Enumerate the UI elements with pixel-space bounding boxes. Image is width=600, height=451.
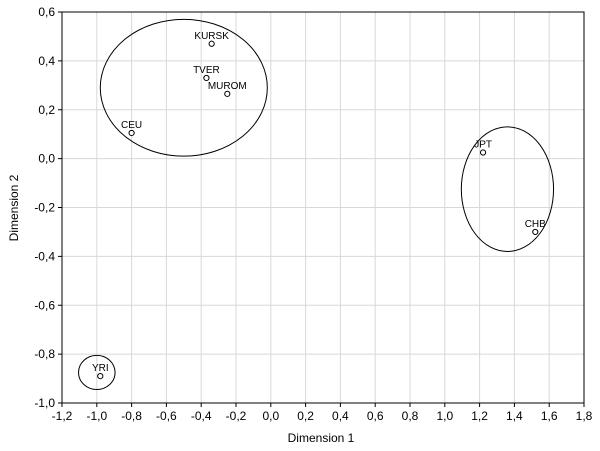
data-point-tver: TVER: [193, 65, 220, 82]
point-marker: [128, 129, 135, 137]
point-marker: [532, 228, 539, 236]
point-label: CEU: [121, 120, 142, 131]
x-tick-label: -1,0: [86, 409, 107, 423]
cluster-ellipse: [78, 354, 116, 391]
cluster-ellipse: [460, 126, 555, 252]
x-tick-label: 1,8: [576, 409, 593, 423]
x-tick-label: -0,8: [121, 409, 142, 423]
y-axis-ticks: 0,6 0,4 0,2 0,0 -0,2 -0,4 -0,6 -0,8 -1,0: [34, 5, 62, 410]
point-label: CHB: [525, 219, 546, 230]
x-tick-label: -0,4: [191, 409, 212, 423]
x-tick-label: 1,4: [506, 409, 523, 423]
data-point-kursk: KURSK: [194, 31, 229, 47]
x-axis-title: Dimension 1: [288, 431, 355, 445]
x-tick-label: 1,6: [541, 409, 558, 423]
point-label: KURSK: [194, 31, 229, 42]
data-points: KURSK TVER MUROM CEU JPT CHB YRI: [92, 31, 546, 380]
data-point-ceu: CEU: [121, 120, 142, 137]
data-point-yri: YRI: [92, 363, 109, 380]
cluster-ellipses: [78, 18, 555, 391]
point-label: MUROM: [208, 81, 247, 92]
point-marker: [479, 149, 487, 156]
x-tick-label: 1,2: [471, 409, 488, 423]
point-marker: [208, 40, 215, 47]
grid: [61, 11, 585, 404]
x-axis-ticks: -1,2 -1,0 -0,8 -0,6 -0,4 -0,2 0,0 0,2 0,4 0,6 0,8 1…: [52, 403, 593, 423]
x-tick-label: 0,2: [297, 409, 314, 423]
y-tick-label: -0,6: [34, 298, 55, 312]
point-label: JPT: [474, 140, 492, 151]
y-axis-title: Dimension 2: [7, 174, 21, 241]
y-tick-label: -0,4: [34, 249, 55, 263]
y-tick-label: -0,8: [34, 347, 55, 361]
y-tick-label: 0,6: [38, 5, 55, 19]
x-tick-label: -0,2: [226, 409, 247, 423]
data-point-chb: CHB: [525, 219, 546, 236]
y-tick-label: -1,0: [34, 396, 55, 410]
point-label: TVER: [193, 65, 220, 76]
y-tick-label: -0,2: [34, 201, 55, 215]
point-marker: [97, 373, 104, 380]
point-label: YRI: [92, 363, 109, 374]
x-tick-label: -0,6: [156, 409, 177, 423]
x-tick-label: 1,0: [436, 409, 453, 423]
y-tick-label: 0,2: [38, 103, 55, 117]
y-tick-label: 0,0: [38, 152, 55, 166]
data-point-murom: MUROM: [208, 81, 247, 97]
x-tick-label: 0,0: [262, 409, 279, 423]
x-tick-label: 0,4: [332, 409, 349, 423]
y-tick-label: 0,4: [38, 54, 55, 68]
data-point-jpt: JPT: [474, 140, 492, 156]
point-marker: [203, 74, 210, 82]
cluster-ellipse: [99, 18, 268, 157]
x-tick-label: 0,6: [367, 409, 384, 423]
point-marker: [224, 90, 231, 97]
x-tick-label: 0,8: [402, 409, 419, 423]
x-tick-label: -1,2: [52, 409, 73, 423]
